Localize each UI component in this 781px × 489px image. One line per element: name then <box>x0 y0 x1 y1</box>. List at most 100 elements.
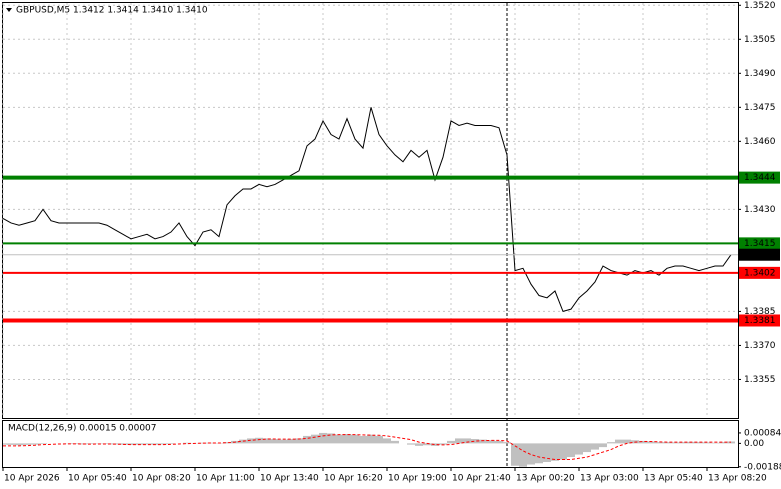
signal-line <box>3 434 731 461</box>
macd-bar <box>695 442 703 444</box>
y-tick-label: 0.00084 <box>744 428 781 438</box>
macd-bar <box>23 443 31 445</box>
y-tick-label: 1.3370 <box>744 341 776 351</box>
macd-bar <box>535 443 543 464</box>
macd-bar <box>319 432 327 444</box>
macd-bar <box>551 443 559 461</box>
macd-bar <box>303 435 311 444</box>
macd-bar <box>655 442 663 444</box>
macd-bar <box>279 439 287 444</box>
macd-bar <box>287 439 295 444</box>
y-tick-label: 1.3430 <box>744 205 776 215</box>
macd-bar <box>559 443 567 460</box>
macd-bar <box>415 443 423 446</box>
macd-frame <box>2 420 739 468</box>
macd-bar <box>367 434 375 444</box>
y-tick-label: 1.3385 <box>744 307 776 317</box>
y-tick-label: 1.3355 <box>744 375 776 385</box>
level-label: 1.3381 <box>744 316 776 326</box>
macd-bar <box>511 443 519 466</box>
y-tick-label: 1.3520 <box>744 1 776 11</box>
macd-bar <box>463 438 471 444</box>
macd-bar <box>479 439 487 444</box>
macd-bar <box>343 434 351 444</box>
y-tick-label: -0.00188 <box>744 462 781 472</box>
macd-bar <box>263 438 271 444</box>
y-tick-label: 1.3505 <box>744 35 776 45</box>
macd-bar <box>567 443 575 458</box>
macd-bar <box>159 443 167 445</box>
level-label: 1.3410 <box>744 250 776 260</box>
macd-bar <box>127 443 135 445</box>
macd-bar <box>135 443 143 445</box>
main-frame <box>2 2 739 419</box>
macd-bar <box>7 443 15 445</box>
macd-bar <box>39 443 47 444</box>
macd-bar <box>295 438 303 444</box>
macd-bar <box>311 434 319 444</box>
level-label: 1.3415 <box>744 239 776 249</box>
macd-bar <box>583 443 591 453</box>
level-label-bg <box>739 171 780 184</box>
x-tick-label: 10 Apr 11:00 <box>196 474 255 484</box>
macd-bar <box>423 443 431 446</box>
y-tick-label: 1.3490 <box>744 69 776 79</box>
macd-bar <box>3 443 7 445</box>
macd-bar <box>87 443 95 444</box>
macd-bar <box>359 435 367 444</box>
y-tick-label: 1.3460 <box>744 137 776 147</box>
macd-bar <box>495 440 503 444</box>
x-tick-label: 13 Apr 03:00 <box>580 474 639 484</box>
macd-bar <box>375 435 383 444</box>
x-tick-label: 10 Apr 05:40 <box>68 474 127 484</box>
x-tick-label: 10 Apr 19:00 <box>388 474 447 484</box>
macd-bar <box>591 443 599 450</box>
macd-bar <box>407 443 415 445</box>
macd-bar <box>223 442 231 444</box>
macd-bar <box>599 443 607 448</box>
macd-bar <box>31 443 39 445</box>
macd-bar <box>431 443 439 446</box>
price-line <box>2 107 732 313</box>
menu-triangle[interactable] <box>6 8 12 12</box>
macd-bar <box>151 443 159 445</box>
level-label: 1.3402 <box>744 268 776 278</box>
macd-bar <box>391 440 399 444</box>
x-tick-label: 10 Apr 2026 <box>4 474 60 484</box>
level-label-bg <box>739 314 780 327</box>
macd-bar <box>247 438 255 444</box>
macd-bar <box>167 443 175 444</box>
macd-bar <box>711 442 719 444</box>
x-tick-label: 10 Apr 16:20 <box>324 474 383 484</box>
macd-bar <box>719 442 727 444</box>
macd-bar <box>183 442 191 444</box>
macd-bar <box>575 443 583 455</box>
macd-bar <box>15 443 23 446</box>
macd-bar <box>351 434 359 444</box>
macd-bar <box>527 443 535 465</box>
macd-bar <box>615 439 623 444</box>
x-tick-label: 10 Apr 21:40 <box>452 474 511 484</box>
macd-bar <box>255 437 263 444</box>
y-tick-label: 1.3475 <box>744 103 776 113</box>
macd-bar <box>647 441 655 444</box>
macd-bar <box>327 433 335 444</box>
macd-bar <box>383 438 391 444</box>
macd-bar <box>639 440 647 444</box>
macd-bar <box>543 443 551 463</box>
x-tick-label: 13 Apr 00:20 <box>516 474 575 484</box>
macd-bar <box>103 443 111 444</box>
x-tick-label: 10 Apr 13:40 <box>260 474 319 484</box>
macd-bar <box>663 442 671 444</box>
x-tick-label: 13 Apr 05:40 <box>644 474 703 484</box>
y-tick-label: 0.00 <box>744 439 764 449</box>
macd-bar <box>439 443 447 445</box>
macd-bar <box>447 440 455 444</box>
macd-bar <box>503 442 511 444</box>
macd-bar <box>455 438 463 444</box>
level-label-bg <box>739 266 780 279</box>
macd-bar <box>335 434 343 444</box>
macd-bar <box>703 442 711 444</box>
